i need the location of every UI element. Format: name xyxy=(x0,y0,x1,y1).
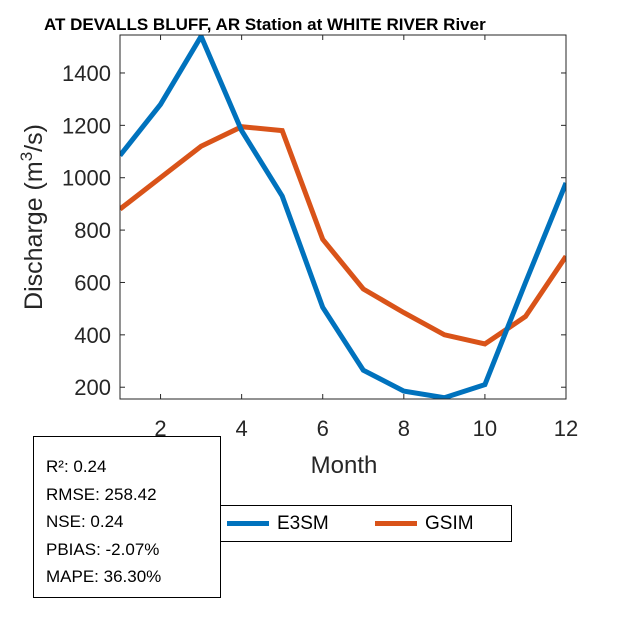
stat-nse: NSE: 0.24 xyxy=(46,512,124,532)
y-tick-label: 600 xyxy=(74,270,111,295)
y-tick-label: 200 xyxy=(74,375,111,400)
y-tick-label: 1000 xyxy=(62,166,111,191)
x-tick-label: 2 xyxy=(154,416,166,441)
stat-r2: R²: 0.24 xyxy=(46,457,107,476)
legend-line-gsim xyxy=(375,521,417,526)
legend: E3SM GSIM xyxy=(220,505,512,542)
plot-frame xyxy=(119,34,567,400)
legend-item-gsim: GSIM xyxy=(375,506,474,541)
statistics-box: R²: 0.24 RMSE: 258.42 NSE: 0.24 PBIAS: -… xyxy=(33,436,221,598)
y-tick-label: 800 xyxy=(74,218,111,243)
legend-label-e3sm: E3SM xyxy=(277,512,329,534)
x-axis-label: Month xyxy=(311,452,378,479)
x-tick-label: 6 xyxy=(317,416,329,441)
chart-title: AT DEVALLS BLUFF, AR Station at WHITE RI… xyxy=(44,15,486,34)
series-line-gsim xyxy=(120,124,566,347)
x-tick-label: 8 xyxy=(398,416,410,441)
legend-label-gsim: GSIM xyxy=(425,512,474,534)
stat-rmse: RMSE: 258.42 xyxy=(46,484,157,504)
x-tick-label: 10 xyxy=(473,416,497,441)
y-tick-label: 1200 xyxy=(62,113,111,138)
legend-line-e3sm xyxy=(227,521,269,526)
stat-pbias: PBIAS: -2.07% xyxy=(46,539,160,559)
x-tick-label: 12 xyxy=(554,416,578,441)
x-tick-label: 4 xyxy=(236,416,248,441)
y-tick-label: 1400 xyxy=(62,61,111,86)
y-axis-label: Discharge (m3/s) xyxy=(17,124,48,310)
series-line-e3sm xyxy=(120,35,566,399)
stat-mape: MAPE: 36.30% xyxy=(46,567,162,587)
y-tick-label: 400 xyxy=(74,323,111,348)
legend-item-e3sm: E3SM xyxy=(227,506,329,541)
